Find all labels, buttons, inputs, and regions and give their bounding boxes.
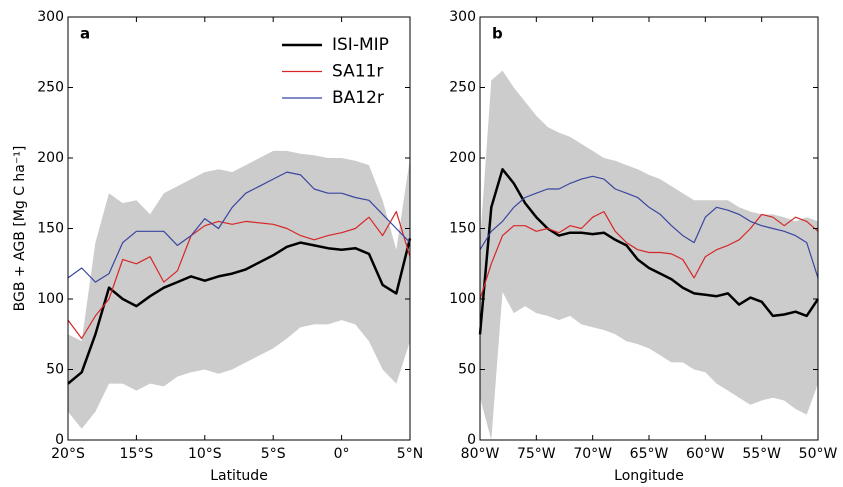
y-axis-label: BGB + AGB [Mg C ha⁻¹] bbox=[12, 146, 28, 312]
x-tick-label: 5°N bbox=[397, 446, 423, 462]
x-tick-label: 60°W bbox=[686, 446, 725, 462]
y-tick-label: 100 bbox=[37, 291, 64, 307]
legend-label: ISI-MIP bbox=[332, 35, 389, 55]
y-tick-label: 50 bbox=[46, 362, 64, 378]
panel: 0 50 100 150 200 250 300 20°S 15°S 10°S 5°S 0° 5°N La… bbox=[12, 9, 423, 484]
panel-label: b bbox=[492, 25, 503, 43]
y-tick-label: 200 bbox=[449, 150, 476, 166]
series-line bbox=[67, 238, 412, 385]
x-tick-label: 65°W bbox=[630, 446, 669, 462]
range-band bbox=[68, 150, 410, 429]
y-tick-label: 0 bbox=[467, 432, 476, 448]
x-tick-label: 55°W bbox=[742, 446, 781, 462]
legend-label: BA12r bbox=[332, 88, 384, 108]
x-axis-label: Longitude bbox=[614, 468, 684, 484]
x-tick-label: 70°W bbox=[573, 446, 612, 462]
y-tick-label: 300 bbox=[449, 9, 476, 25]
x-tick-label: 15°S bbox=[120, 446, 154, 462]
series-line bbox=[67, 171, 411, 283]
panel-label: a bbox=[80, 25, 90, 43]
y-tick-label: 0 bbox=[55, 432, 64, 448]
y-tick-label: 150 bbox=[37, 221, 64, 237]
x-axis-label: Latitude bbox=[210, 468, 268, 484]
x-tick-label: 0° bbox=[334, 446, 350, 462]
series-line bbox=[479, 211, 819, 300]
x-tick-label: 75°W bbox=[517, 446, 556, 462]
y-tick-label: 100 bbox=[449, 291, 476, 307]
x-tick-label: 50°W bbox=[799, 446, 838, 462]
x-tick-label: 10°S bbox=[188, 446, 222, 462]
series-line bbox=[478, 168, 820, 335]
y-tick-label: 250 bbox=[449, 80, 476, 96]
x-tick-label: 5°S bbox=[261, 446, 286, 462]
y-tick-label: 150 bbox=[449, 221, 476, 237]
y-tick-label: 250 bbox=[37, 80, 64, 96]
y-tick-label: 50 bbox=[458, 362, 476, 378]
range-band bbox=[480, 70, 818, 440]
x-tick-label: 80°W bbox=[461, 446, 500, 462]
series-line bbox=[67, 211, 411, 340]
y-tick-label: 200 bbox=[37, 150, 64, 166]
legend-label: SA11r bbox=[332, 62, 383, 82]
panel: 0 50 100 150 200 250 300 80°W 75°W 70°W 65°W 60°W 55… bbox=[449, 9, 837, 484]
x-tick-label: 20°S bbox=[51, 446, 85, 462]
series-line bbox=[479, 175, 819, 279]
y-tick-label: 300 bbox=[37, 9, 64, 25]
